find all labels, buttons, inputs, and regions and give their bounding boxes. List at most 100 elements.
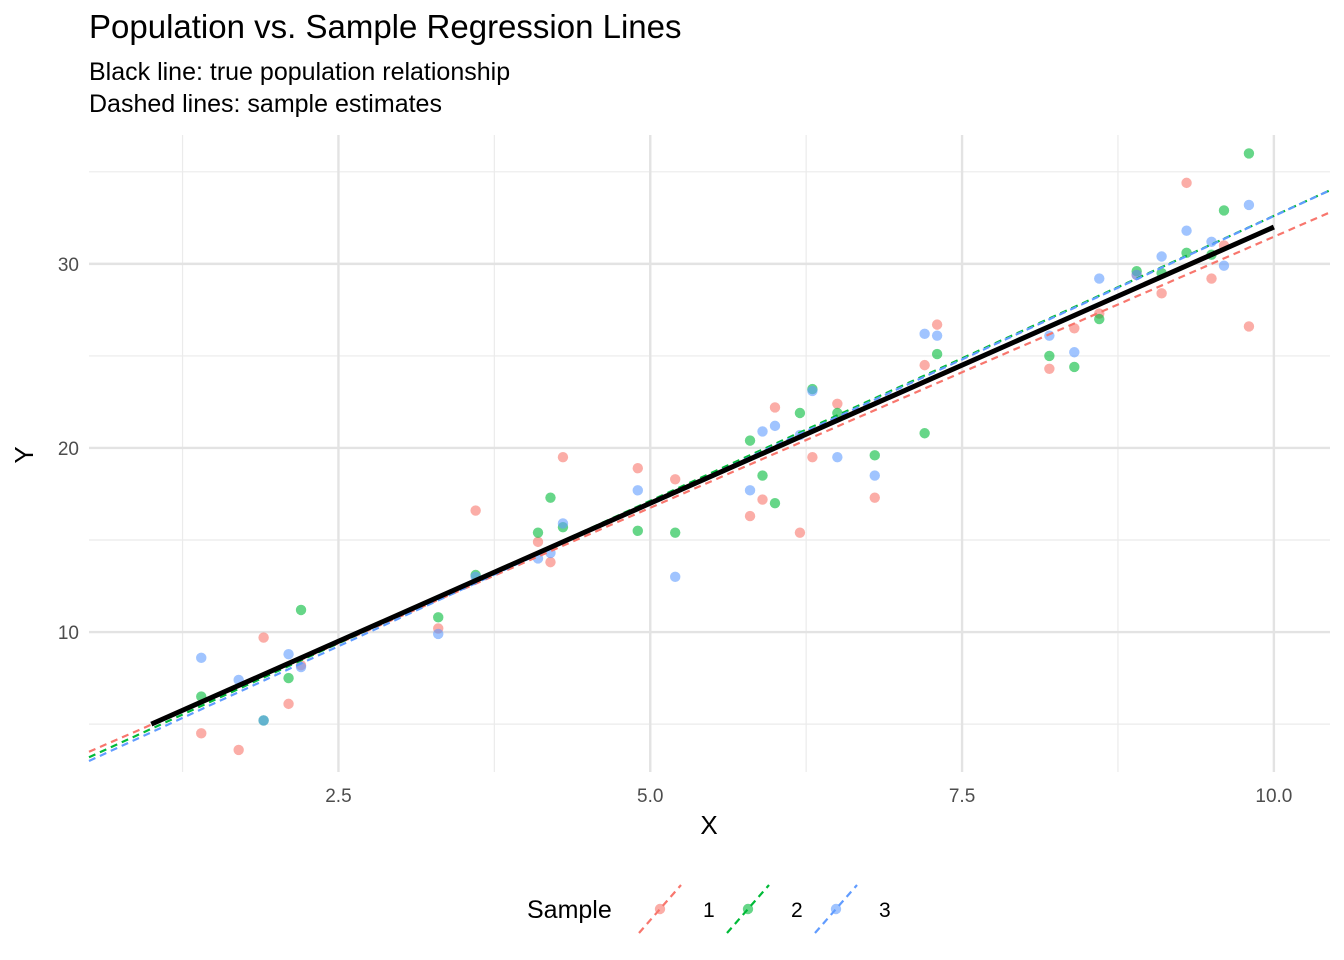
data-point-series-1 — [670, 474, 681, 485]
regression-lines — [88, 189, 1331, 762]
data-point-series-2 — [869, 450, 880, 461]
data-point-series-3 — [1218, 260, 1230, 271]
legend-key-line — [638, 884, 682, 934]
population-line — [150, 224, 1275, 727]
data-point-series-3 — [1243, 199, 1255, 211]
data-point-series-2 — [931, 348, 943, 360]
data-point-series-3 — [832, 451, 843, 463]
data-point-series-2 — [744, 435, 756, 446]
data-point-series-3 — [433, 628, 444, 640]
data-points — [196, 148, 1255, 756]
data-point-series-1 — [233, 744, 244, 756]
data-point-series-1 — [769, 402, 781, 413]
data-point-series-3 — [1069, 347, 1080, 358]
minor-gridlines — [89, 135, 1330, 772]
x-tick-label: 10.0 — [1255, 786, 1292, 807]
legend-entry-2: 2 — [726, 884, 803, 934]
y-axis-title: Y — [9, 446, 39, 463]
y-tick-label: 30 — [58, 255, 79, 276]
legend-key-point — [742, 903, 754, 915]
data-point-series-3 — [919, 328, 930, 340]
data-point-series-2 — [1094, 313, 1105, 325]
legend-label: 3 — [879, 899, 891, 922]
data-point-series-2 — [670, 527, 681, 538]
legend-key-line — [726, 884, 770, 934]
data-point-series-1 — [545, 556, 556, 568]
legend-label: 2 — [791, 899, 803, 922]
data-point-series-1 — [283, 698, 294, 710]
data-point-series-2 — [283, 672, 294, 684]
data-point-series-3 — [869, 470, 880, 481]
data-point-series-1 — [557, 451, 569, 463]
legend-key-line — [814, 884, 858, 934]
data-point-series-3 — [670, 571, 681, 583]
data-point-series-2 — [1069, 361, 1080, 373]
data-point-series-3 — [1094, 273, 1105, 284]
legend-key-point — [830, 903, 842, 915]
data-point-series-3 — [1044, 330, 1055, 341]
data-point-series-1 — [744, 510, 756, 522]
data-point-series-2 — [919, 428, 930, 439]
data-point-series-3 — [1156, 251, 1167, 262]
data-point-series-1 — [1243, 321, 1255, 332]
data-point-series-2 — [295, 604, 307, 616]
data-point-series-1 — [807, 451, 818, 463]
data-point-series-1 — [869, 492, 880, 503]
data-point-series-2 — [532, 527, 544, 538]
x-tick-label: 7.5 — [949, 786, 975, 807]
data-point-series-2 — [794, 407, 806, 419]
x-tick-label: 2.5 — [325, 786, 351, 807]
data-point-series-2 — [1243, 148, 1255, 159]
data-point-series-1 — [258, 632, 269, 643]
data-point-series-3 — [1181, 225, 1192, 236]
data-point-series-1 — [1044, 363, 1055, 375]
data-point-series-3 — [258, 715, 269, 726]
data-point-series-2 — [1218, 205, 1230, 216]
legend-entry-3: 3 — [814, 884, 891, 934]
regression-line-series-1 — [88, 211, 1331, 753]
x-tick-label: 5.0 — [637, 786, 663, 807]
data-point-series-2 — [433, 612, 444, 623]
legend-key-point — [654, 903, 666, 915]
data-point-series-2 — [757, 470, 768, 481]
tick-labels: 2.5 5.0 7.5 10.0 10 20 30 — [58, 255, 1293, 807]
data-point-series-3 — [196, 652, 207, 664]
data-point-series-2 — [632, 525, 643, 537]
legend-label: 1 — [703, 899, 715, 922]
x-axis-title: X — [700, 810, 717, 840]
data-point-series-1 — [532, 536, 544, 548]
data-point-series-3 — [632, 485, 643, 496]
data-point-series-1 — [832, 398, 843, 409]
data-point-series-3 — [769, 420, 781, 432]
data-point-series-1 — [757, 494, 768, 505]
data-point-series-1 — [1156, 288, 1167, 299]
data-point-series-3 — [807, 385, 818, 397]
major-gridlines — [89, 135, 1330, 772]
data-point-series-2 — [1181, 247, 1192, 259]
data-point-series-3 — [557, 518, 569, 529]
legend-title: Sample — [527, 896, 612, 924]
data-point-series-2 — [545, 492, 556, 503]
legend-entry-1: 1 — [638, 884, 715, 934]
data-point-series-1 — [1181, 177, 1192, 189]
data-point-series-2 — [1044, 350, 1055, 362]
legend: Sample 1 2 3 — [527, 884, 891, 934]
chart-subtitle-line-2: Dashed lines: sample estimates — [89, 90, 442, 118]
data-point-series-1 — [196, 728, 207, 739]
regression-line-series-2 — [88, 189, 1331, 759]
data-point-series-1 — [794, 527, 806, 538]
y-tick-label: 10 — [58, 623, 79, 644]
chart-subtitle-line-1: Black line: true population relationship — [89, 58, 511, 86]
data-point-series-3 — [757, 426, 768, 437]
data-point-series-1 — [919, 359, 930, 371]
data-point-series-3 — [931, 330, 943, 341]
data-point-series-1 — [632, 463, 643, 474]
data-point-series-2 — [769, 498, 781, 509]
data-point-series-1 — [1206, 273, 1217, 284]
y-tick-label: 20 — [58, 439, 79, 460]
chart-title: Population vs. Sample Regression Lines — [89, 8, 682, 45]
data-point-series-1 — [470, 505, 481, 516]
data-point-series-3 — [283, 648, 294, 660]
data-point-series-3 — [744, 485, 756, 496]
